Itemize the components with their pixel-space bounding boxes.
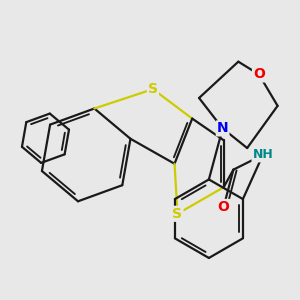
Text: NH: NH [253, 148, 273, 161]
Text: O: O [253, 68, 265, 81]
Text: O: O [218, 200, 230, 214]
Text: S: S [172, 207, 182, 221]
Text: N: N [217, 122, 228, 135]
Text: S: S [148, 82, 158, 96]
